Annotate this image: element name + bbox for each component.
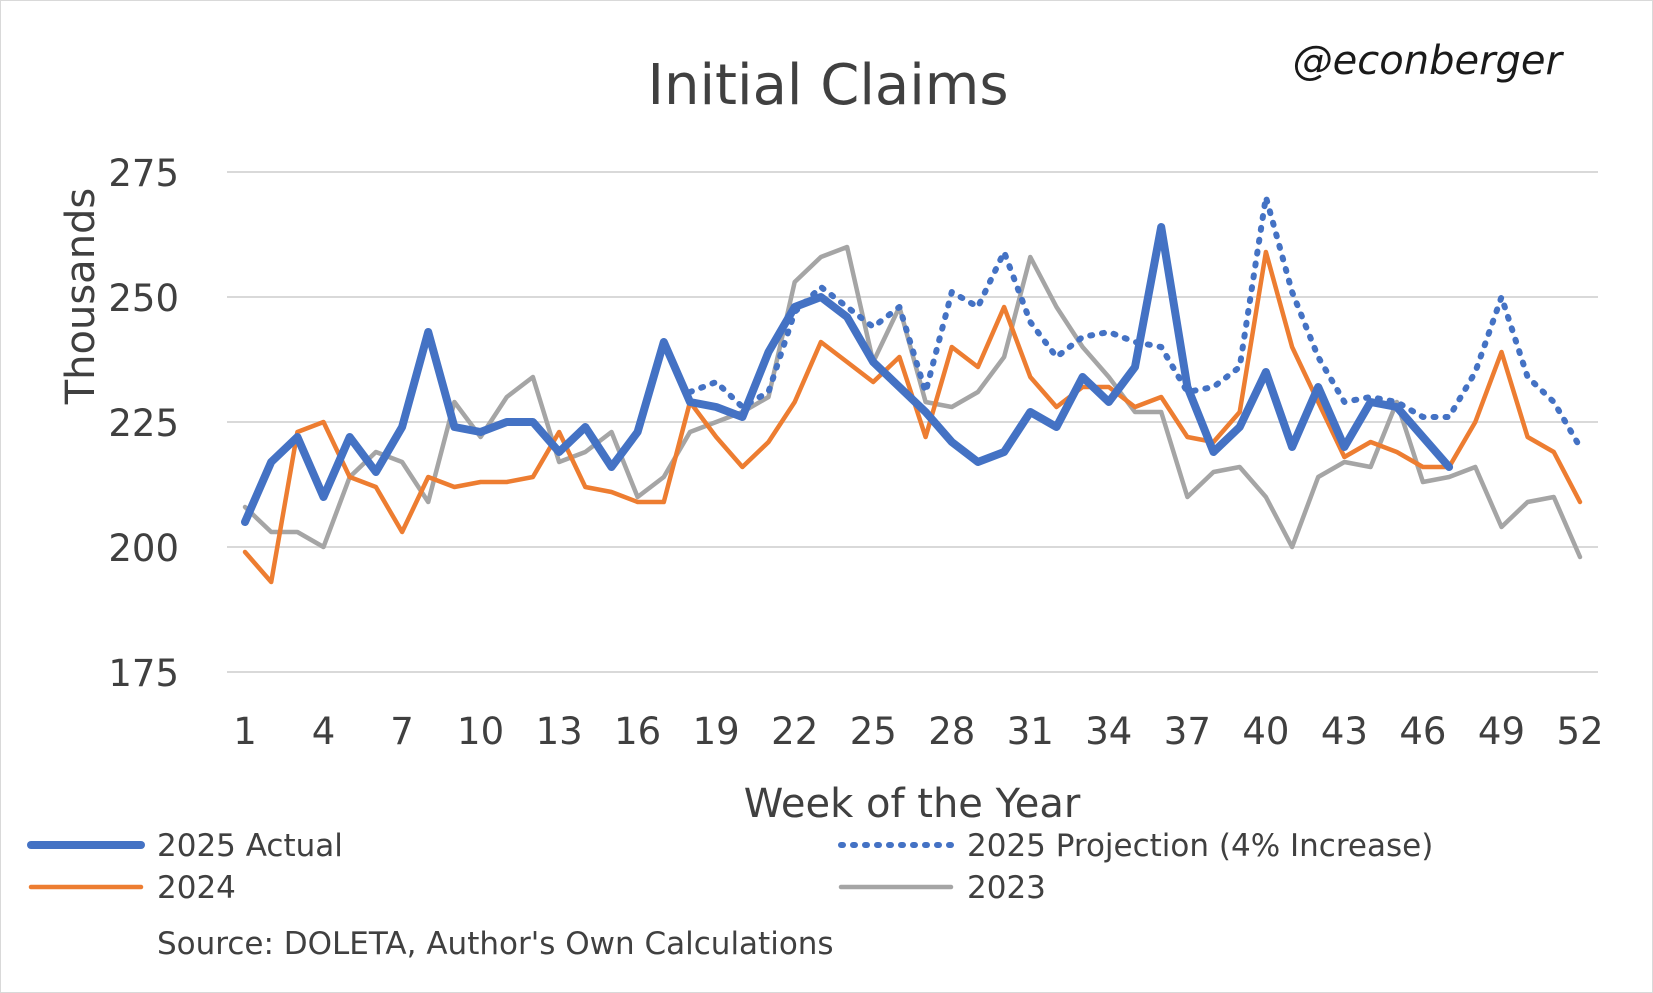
x-tick-label: 4	[312, 710, 336, 753]
x-tick-label: 34	[1085, 710, 1132, 753]
y-tick-label: 250	[108, 277, 179, 320]
y-axis-ticks: 175 200 225 250 275	[108, 152, 179, 695]
y-axis-label: Thousands	[58, 188, 104, 406]
series-line-2024	[242, 249, 1583, 585]
y-tick-label: 200	[108, 527, 179, 570]
series-line-2025-actual	[241, 223, 1454, 526]
legend-label-2023: 2023	[967, 870, 1046, 906]
x-tick-label: 49	[1478, 710, 1525, 753]
legend-label-2025-projection-4-increase: 2025 Projection (4% Increase)	[967, 828, 1433, 864]
x-tick-label: 25	[850, 710, 897, 753]
x-tick-label: 31	[1007, 710, 1054, 753]
y-tick-label: 175	[108, 652, 179, 695]
x-tick-label: 1	[233, 710, 257, 753]
x-axis-ticks: 1 4 7 10 13 16 19 22 25 28 31 34 37 40 43 46 49 52	[233, 710, 1603, 753]
series-line-2025-projection-4-increase	[687, 194, 1583, 450]
x-tick-label: 28	[928, 710, 975, 753]
y-tick-label: 275	[108, 152, 179, 195]
source-note: Source: DOLETA, Author's Own Calculation…	[157, 926, 834, 962]
legend: 2025 Actual 2025 Projection (4% Increase)…	[27, 828, 1433, 906]
x-tick-label: 10	[457, 710, 504, 753]
x-tick-label: 19	[693, 710, 740, 753]
series-lines	[241, 194, 1583, 585]
x-tick-label: 40	[1242, 710, 1289, 753]
x-tick-label: 37	[1164, 710, 1211, 753]
x-tick-label: 7	[390, 710, 414, 753]
author-credit: @econberger	[1293, 38, 1565, 84]
x-axis-label: Week of the Year	[744, 781, 1081, 827]
gridlines	[227, 171, 1598, 673]
legend-label-2025-actual: 2025 Actual	[157, 828, 343, 864]
y-tick-label: 225	[108, 402, 179, 445]
x-tick-label: 46	[1399, 710, 1446, 753]
x-tick-label: 52	[1556, 710, 1603, 753]
x-tick-label: 22	[771, 710, 818, 753]
x-tick-label: 43	[1321, 710, 1368, 753]
x-tick-label: 16	[614, 710, 661, 753]
legend-label-2024: 2024	[157, 870, 236, 906]
x-tick-label: 13	[536, 710, 583, 753]
chart-title: Initial Claims	[647, 53, 1008, 118]
